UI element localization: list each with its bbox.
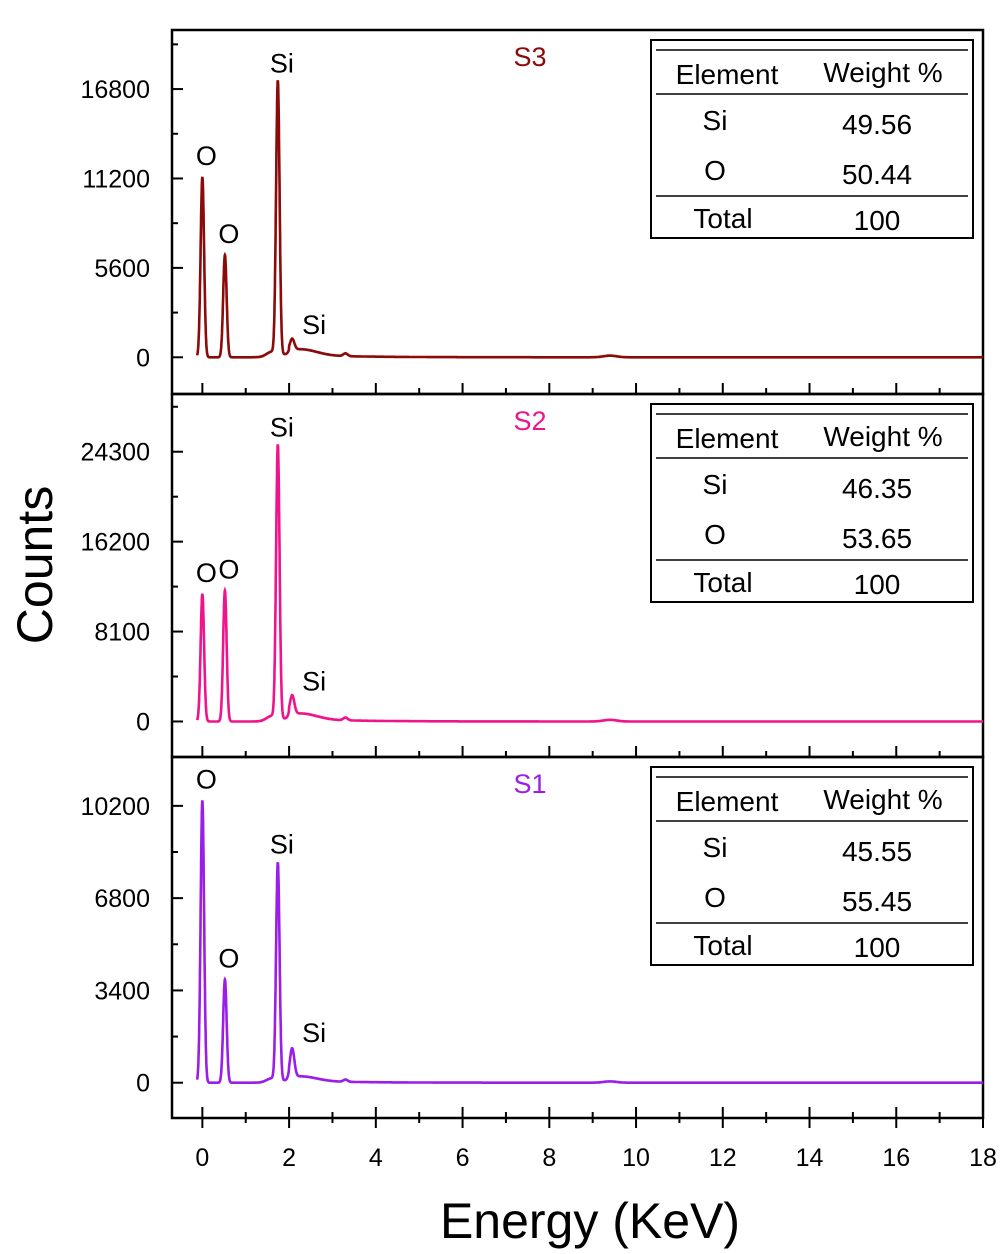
peak-label: Si <box>270 830 294 860</box>
table-total-value: 100 <box>854 569 901 600</box>
peak-label: O <box>218 944 239 974</box>
y-tick-label: 8100 <box>94 619 150 647</box>
panel-name: S1 <box>513 769 546 799</box>
x-tick-label: 12 <box>709 1144 737 1172</box>
peak-label: Si <box>302 667 326 697</box>
x-tick-label: 10 <box>622 1144 650 1172</box>
peak-label: Si <box>302 310 326 340</box>
table-cell: Si <box>703 105 728 136</box>
y-tick-label: 0 <box>136 708 150 736</box>
table-total-label: Total <box>693 203 752 234</box>
composition-table: Element Weight % Si 45.55 O 55.45 Total 100 <box>650 766 974 966</box>
y-axis-title: Counts <box>7 486 63 644</box>
table-header: Weight % <box>823 57 942 88</box>
y-tick-label: 5600 <box>94 255 150 283</box>
x-tick-label: 4 <box>369 1144 383 1172</box>
y-tick-label: 10200 <box>80 793 150 821</box>
y-tick-label: 6800 <box>94 885 150 913</box>
table-cell: 49.56 <box>842 109 912 140</box>
spectrum-line <box>195 444 983 723</box>
table-total-value: 100 <box>854 932 901 963</box>
table-cell: 46.35 <box>842 473 912 504</box>
x-tick-label: 2 <box>282 1144 296 1172</box>
y-tick-label: 16800 <box>80 76 150 104</box>
spectrum-line <box>195 800 983 1084</box>
y-tick-label: 3400 <box>94 977 150 1005</box>
panel-name: S3 <box>513 42 546 72</box>
table-cell: Si <box>703 469 728 500</box>
table-total-label: Total <box>693 567 752 598</box>
peak-label: O <box>196 764 217 794</box>
table-header: Weight % <box>823 784 942 815</box>
panel-frame <box>170 755 985 1120</box>
x-tick-label: 0 <box>195 1144 209 1172</box>
spectrum-line <box>195 80 983 359</box>
panel-name: S2 <box>513 406 546 436</box>
x-axis-title: Energy (KeV) <box>440 1193 740 1249</box>
panel-s3: 0 5600 11200 16800 O O Si Si S3 Element Weight % Si… <box>80 28 985 396</box>
composition-table: Element Weight % Si 46.35 O 53.65 Total 100 <box>650 403 974 603</box>
x-tick-label: 16 <box>882 1144 910 1172</box>
table-frame <box>650 766 974 966</box>
peak-label: O <box>218 554 239 584</box>
table-cell: 45.55 <box>842 836 912 867</box>
peak-label: O <box>196 141 217 171</box>
table-total-value: 100 <box>854 205 901 236</box>
table-total-label: Total <box>693 930 752 961</box>
y-tick-label: 16200 <box>80 529 150 557</box>
x-tick-label: 14 <box>796 1144 824 1172</box>
table-frame <box>650 39 974 239</box>
table-header: Element <box>676 423 779 454</box>
table-cell: 53.65 <box>842 523 912 554</box>
table-cell: O <box>704 519 726 550</box>
table-header: Weight % <box>823 421 942 452</box>
x-tick-label: 8 <box>542 1144 556 1172</box>
table-cell: 55.45 <box>842 886 912 917</box>
x-tick-label: 6 <box>456 1144 470 1172</box>
peak-label: Si <box>270 412 294 442</box>
peak-label: O <box>196 558 217 588</box>
peak-label: O <box>218 219 239 249</box>
table-header: Element <box>676 786 779 817</box>
peak-label: Si <box>270 48 294 78</box>
panel-s1: 0 3400 6800 10200 O O Si Si S1 Element Weight % Si 4… <box>80 755 985 1120</box>
table-frame <box>650 403 974 603</box>
x-tick-label: 18 <box>969 1144 997 1172</box>
y-tick-label: 24300 <box>80 439 150 467</box>
peak-label: Si <box>302 1018 326 1048</box>
table-cell: 50.44 <box>842 159 912 190</box>
table-cell: Si <box>703 832 728 863</box>
table-header: Element <box>676 59 779 90</box>
composition-table: Element Weight % Si 49.56 O 50.44 Total 100 <box>650 39 974 239</box>
table-cell: O <box>704 155 726 186</box>
table-cell: O <box>704 882 726 913</box>
y-tick-label: 11200 <box>82 165 150 193</box>
y-tick-label: 0 <box>136 1070 150 1098</box>
x-axis: 0 2 4 6 8 10 12 14 16 18 <box>195 1118 997 1172</box>
y-tick-label: 0 <box>136 344 150 372</box>
